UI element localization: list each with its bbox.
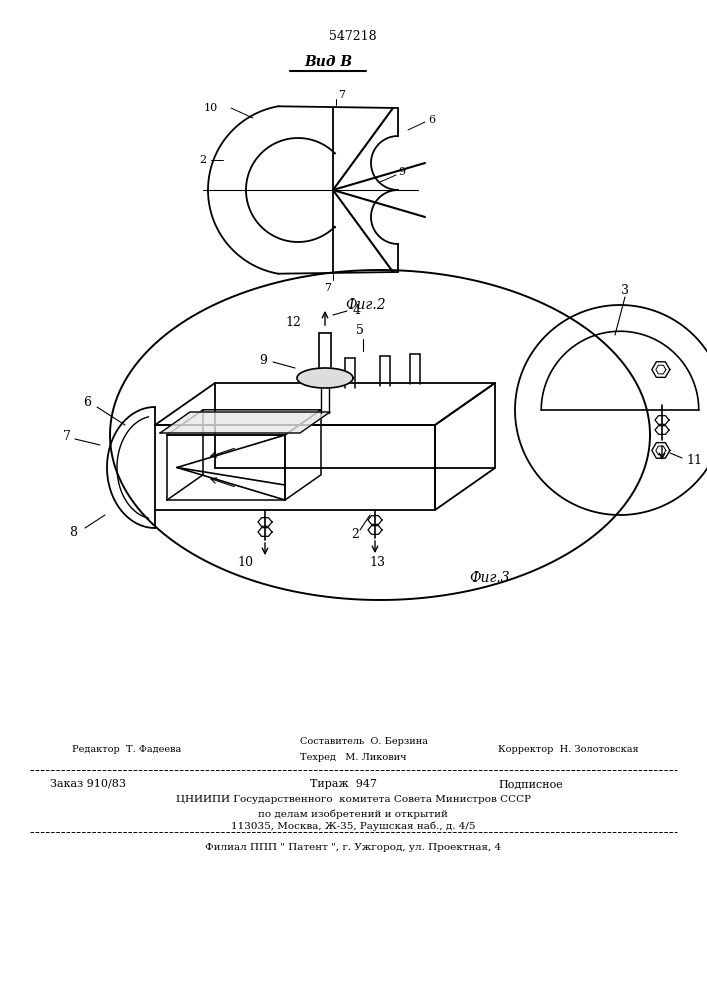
Text: Составитель  О. Берзина: Составитель О. Берзина [300, 738, 428, 746]
Text: Тираж  947: Тираж 947 [310, 779, 377, 789]
Text: 7: 7 [325, 283, 332, 293]
Polygon shape [160, 412, 330, 433]
Text: Техред   М. Ликович: Техред М. Ликович [300, 754, 407, 762]
Text: 8: 8 [69, 526, 77, 538]
Text: Фиг.2: Фиг.2 [346, 298, 386, 312]
Text: 2: 2 [199, 155, 206, 165]
Text: 4: 4 [353, 304, 361, 318]
Text: 9: 9 [259, 354, 267, 366]
Text: Заказ 910/83: Заказ 910/83 [50, 779, 126, 789]
Polygon shape [297, 368, 353, 388]
Text: 2: 2 [351, 528, 359, 542]
Text: 3: 3 [621, 284, 629, 296]
Text: 9: 9 [398, 167, 405, 177]
Text: 113035, Москва, Ж-35, Раушская наб., д. 4/5: 113035, Москва, Ж-35, Раушская наб., д. … [230, 821, 475, 831]
Text: 5: 5 [356, 324, 364, 338]
Text: Филиал ППП " Патент ", г. Ужгород, ул. Проектная, 4: Филиал ППП " Патент ", г. Ужгород, ул. П… [205, 844, 501, 852]
Text: 547218: 547218 [329, 30, 377, 43]
Text: 13: 13 [369, 556, 385, 570]
Text: 6: 6 [428, 115, 435, 125]
Text: 11: 11 [686, 454, 702, 466]
Text: Фиг.3: Фиг.3 [469, 571, 510, 585]
Text: Вид В: Вид В [304, 55, 352, 69]
Text: 6: 6 [83, 396, 91, 410]
Text: Редактор  Т. Фадеева: Редактор Т. Фадеева [72, 746, 181, 754]
Text: 10: 10 [204, 103, 218, 113]
Text: 7: 7 [338, 90, 345, 100]
Text: Подписное: Подписное [498, 779, 563, 789]
Text: 7: 7 [63, 430, 71, 444]
Text: Корректор  Н. Золотовская: Корректор Н. Золотовская [498, 746, 638, 754]
Text: ЦНИИПИ Государственного  комитета Совета Министров СССР: ЦНИИПИ Государственного комитета Совета … [175, 796, 530, 804]
Text: 12: 12 [285, 316, 301, 330]
Text: по делам изобретений и открытий: по делам изобретений и открытий [258, 809, 448, 819]
Text: 10: 10 [237, 556, 253, 568]
